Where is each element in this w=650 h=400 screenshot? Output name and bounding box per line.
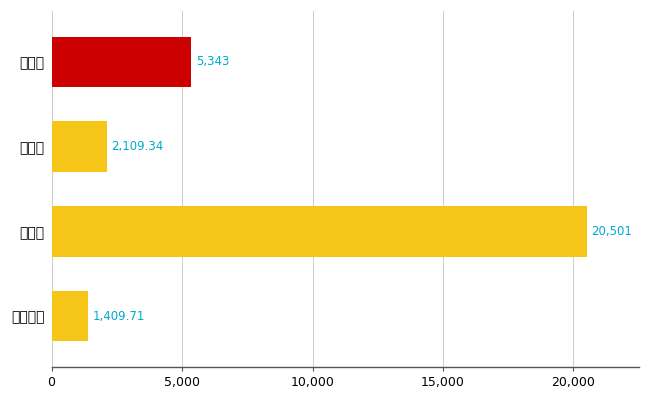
Bar xyxy=(51,121,107,172)
Text: 1,409.71: 1,409.71 xyxy=(93,310,146,322)
Bar xyxy=(51,291,88,342)
Bar xyxy=(51,36,191,87)
Text: 2,109.34: 2,109.34 xyxy=(111,140,164,153)
Bar xyxy=(51,206,586,257)
Text: 5,343: 5,343 xyxy=(196,56,229,68)
Text: 20,501: 20,501 xyxy=(592,225,632,238)
